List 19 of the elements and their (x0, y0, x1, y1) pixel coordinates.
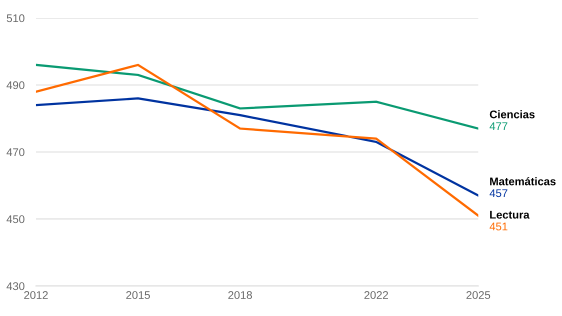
x-tick-label: 2018 (228, 291, 252, 300)
series-label: Ciencias (490, 110, 535, 118)
y-tick-label: 490 (6, 81, 24, 90)
x-tick-label: 2015 (126, 291, 150, 300)
y-tick-label: 450 (6, 215, 24, 224)
line-series (36, 64, 478, 217)
x-tick-label: 2012 (24, 291, 48, 300)
y-tick-label: 430 (6, 282, 24, 290)
series-label: Matemáticas (490, 177, 556, 186)
data-label: 457 (490, 189, 508, 198)
data-label: 477 (490, 122, 508, 130)
series-label: Lectura (490, 210, 530, 219)
line-series (36, 97, 478, 197)
data-label: 451 (490, 222, 508, 230)
x-tick-label: 2022 (364, 291, 388, 300)
y-tick-label: 470 (6, 148, 24, 156)
line-series (36, 64, 478, 130)
x-tick-label: 2025 (466, 291, 490, 300)
y-tick-label: 510 (6, 14, 24, 22)
